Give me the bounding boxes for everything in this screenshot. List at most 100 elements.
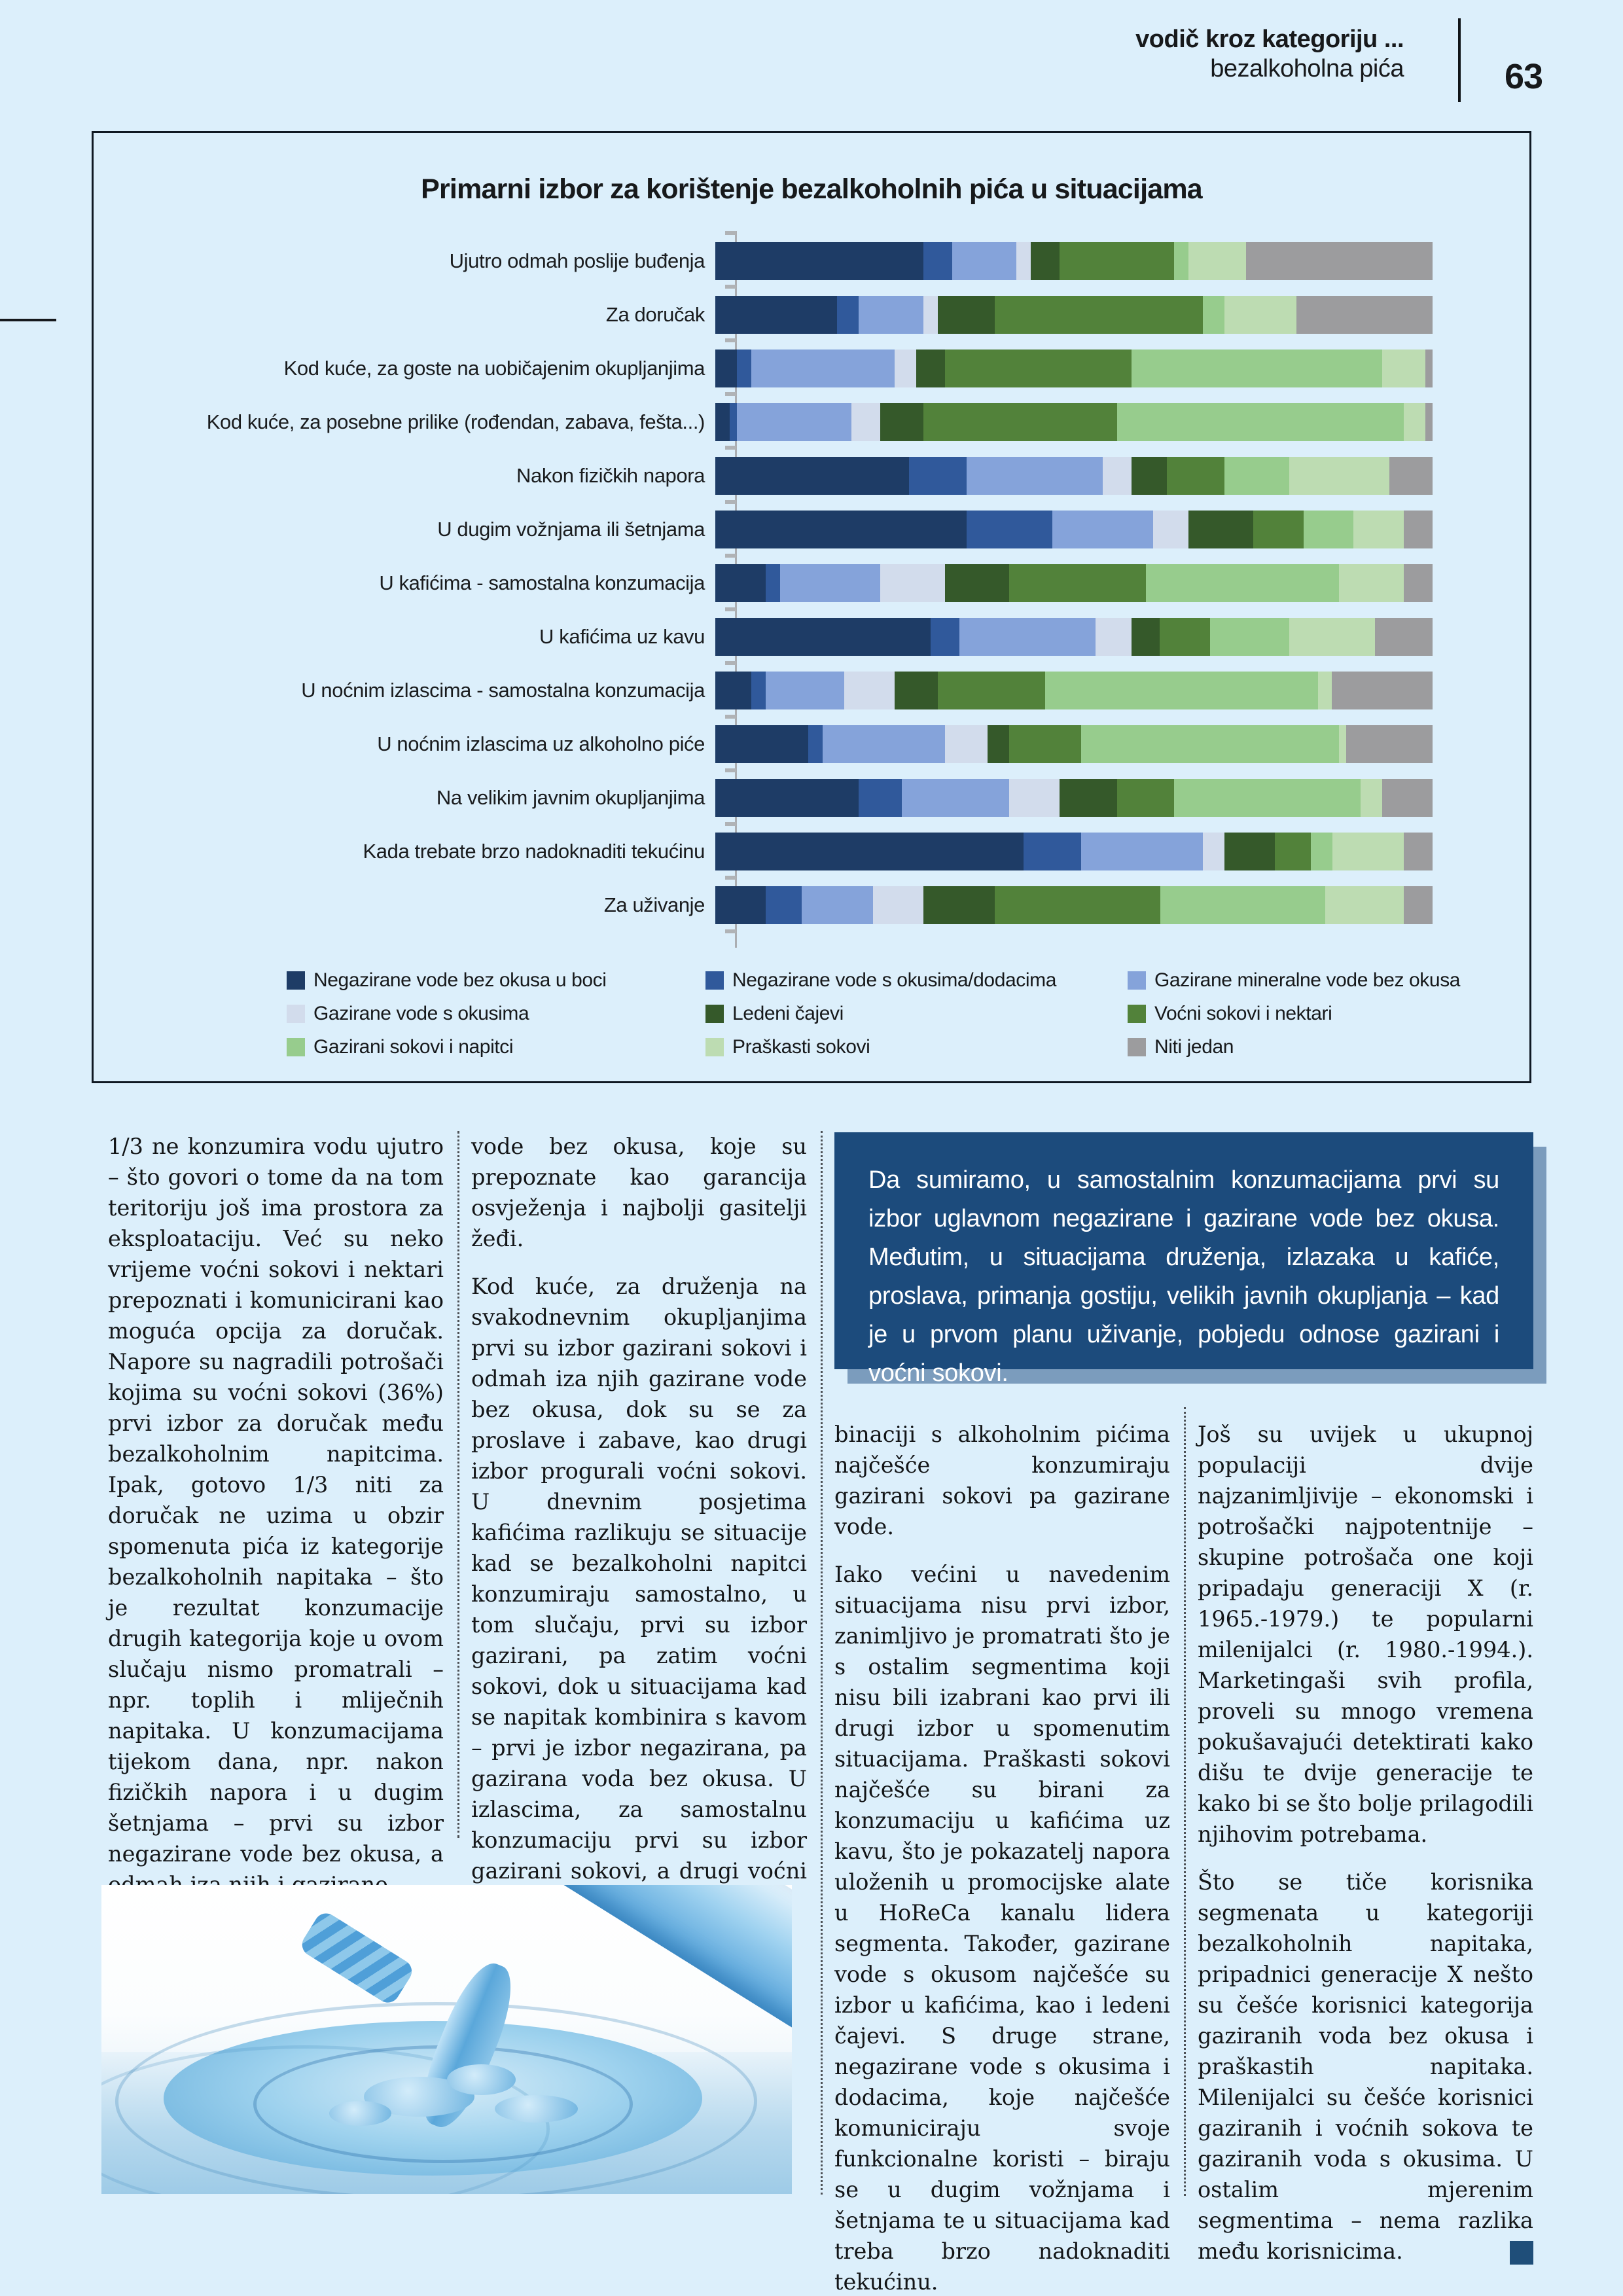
bar-segment [1009, 564, 1146, 602]
stacked-bar [715, 457, 1433, 495]
article-column-4: Još su uvijek u ukupnoj populaciji dvije… [1198, 1419, 1533, 2284]
axis-tick [725, 607, 736, 611]
bar-segment [937, 672, 1046, 709]
header-divider [1458, 18, 1461, 102]
header-subtitle: bezalkoholna pića [1210, 54, 1404, 82]
bar-segment [944, 350, 1132, 387]
chart-row: Za uživanje [94, 878, 1455, 932]
column-divider-2 [821, 1131, 823, 2195]
stacked-bar [715, 403, 1433, 441]
bar-segment [923, 886, 995, 924]
bar-segment [751, 350, 895, 387]
chart-legend-col-2: Negazirane vode s okusima/dodacima Ledeni… [705, 969, 1056, 1058]
legend-swatch [705, 1005, 724, 1023]
legend-item: Gazirane mineralne vode bez okusa [1128, 969, 1460, 992]
bar-segment [1145, 564, 1340, 602]
bar-segment [1404, 511, 1433, 548]
legend-swatch [1128, 971, 1146, 990]
legend-swatch [287, 971, 305, 990]
chart-row: Kada trebate brzo nadoknaditi tekućinu [94, 825, 1455, 878]
legend-item: Voćni sokovi i nektari [1128, 1003, 1460, 1025]
legend-label: Gazirane mineralne vode bez okusa [1154, 969, 1461, 991]
bar-segment [1332, 672, 1433, 709]
bar-segment [1131, 618, 1160, 656]
article-end-mark [1510, 2241, 1533, 2265]
bar-segment [1203, 833, 1225, 870]
bar-segment [894, 350, 916, 387]
chart-panel: Primarni izbor za korištenje bezalkoholn… [92, 131, 1531, 1083]
bar-segment [808, 725, 823, 763]
stacked-bar [715, 511, 1433, 548]
legend-label: Ledeni čajevi [732, 1003, 844, 1024]
bar-segment [952, 242, 1017, 280]
bar-segment [859, 779, 902, 817]
column-divider-1 [457, 1131, 459, 1838]
bar-segment [995, 296, 1204, 334]
bar-segment [1310, 833, 1332, 870]
chart-row: Kod kuće, za posebne prilike (rođendan, … [94, 395, 1455, 449]
chart-row: U kafićima - samostalna konzumacija [94, 556, 1455, 610]
bar-segment [923, 296, 938, 334]
bar-segment [1274, 833, 1311, 870]
bar-segment [736, 403, 852, 441]
bar-segment [1188, 242, 1246, 280]
chart-row: U dugim vožnjama ili šetnjama [94, 503, 1455, 556]
bar-category-label: U kafićima - samostalna konzumacija [379, 571, 705, 594]
axis-tick [725, 714, 736, 719]
splash [495, 2094, 578, 2123]
bar-segment [959, 618, 1096, 656]
trim-mark [0, 319, 56, 321]
bar-segment [1375, 618, 1433, 656]
bar-segment [995, 886, 1160, 924]
axis-tick [725, 446, 736, 450]
stacked-bar [715, 725, 1433, 763]
bar-segment [1095, 618, 1132, 656]
article-column-3: binaciji s alkoholnim pićima najčešće ko… [834, 1419, 1170, 2296]
axis-tick [725, 660, 736, 665]
chart-legend-col-1: Negazirane vode bez okusa u boci Gazirane… [287, 969, 607, 1058]
bar-segment [966, 511, 1053, 548]
bar-category-label: Nakon fizičkih napora [516, 464, 705, 487]
splash [329, 2101, 392, 2126]
paragraph: Što se tiče korisnika segmenata u katego… [1198, 1867, 1533, 2267]
bar-segment [1404, 564, 1433, 602]
bar-category-label: U kafićima uz kavu [539, 625, 705, 648]
legend-label: Praškasti sokovi [732, 1036, 870, 1058]
bar-segment [1404, 833, 1433, 870]
axis-tick [725, 499, 736, 504]
bar-segment [1253, 511, 1304, 548]
bar-segment [1045, 672, 1318, 709]
chart-row: Kod kuće, za goste na uobičajenim okuplj… [94, 342, 1455, 395]
bar-segment [1203, 296, 1225, 334]
article-column-2: vode bez okusa, koje su prepoznate kao g… [471, 1131, 807, 1934]
bar-segment [1160, 618, 1211, 656]
water-pour-photo [101, 1885, 792, 2194]
bar-segment [930, 618, 959, 656]
splash [446, 2064, 516, 2095]
bar-segment [715, 779, 859, 817]
bar-segment [1332, 833, 1404, 870]
bar-segment [1245, 242, 1433, 280]
bar-segment [851, 403, 881, 441]
legend-label: Negazirane vode s okusima/dodacima [732, 969, 1057, 991]
bar-segment [1404, 886, 1433, 924]
callout-text: Da sumiramo, u samostalnim konzumacijama… [868, 1166, 1499, 1387]
article-column-1: 1/3 ne konzumira vodu ujutro – što govor… [108, 1131, 444, 1917]
bar-segment [1425, 403, 1433, 441]
page-number: 63 [1504, 57, 1543, 96]
legend-item: Gazirani sokovi i napitci [287, 1036, 607, 1058]
bar-segment [1080, 725, 1340, 763]
bar-segment [1060, 779, 1117, 817]
legend-label: Voćni sokovi i nektari [1154, 1003, 1332, 1024]
legend-label: Gazirani sokovi i napitci [313, 1036, 514, 1058]
bar-segment [736, 350, 751, 387]
paragraph: Još su uvijek u ukupnoj populaciji dvije… [1198, 1422, 1533, 1847]
bar-segment [729, 403, 737, 441]
bar-segment [1167, 457, 1225, 495]
bar-category-label: U dugim vožnjama ili šetnjama [437, 518, 705, 541]
bar-segment [1131, 457, 1168, 495]
bar-segment [715, 833, 1024, 870]
chart-row: U noćnim izlascima - samostalna konzumac… [94, 664, 1455, 717]
bar-segment [1389, 457, 1433, 495]
